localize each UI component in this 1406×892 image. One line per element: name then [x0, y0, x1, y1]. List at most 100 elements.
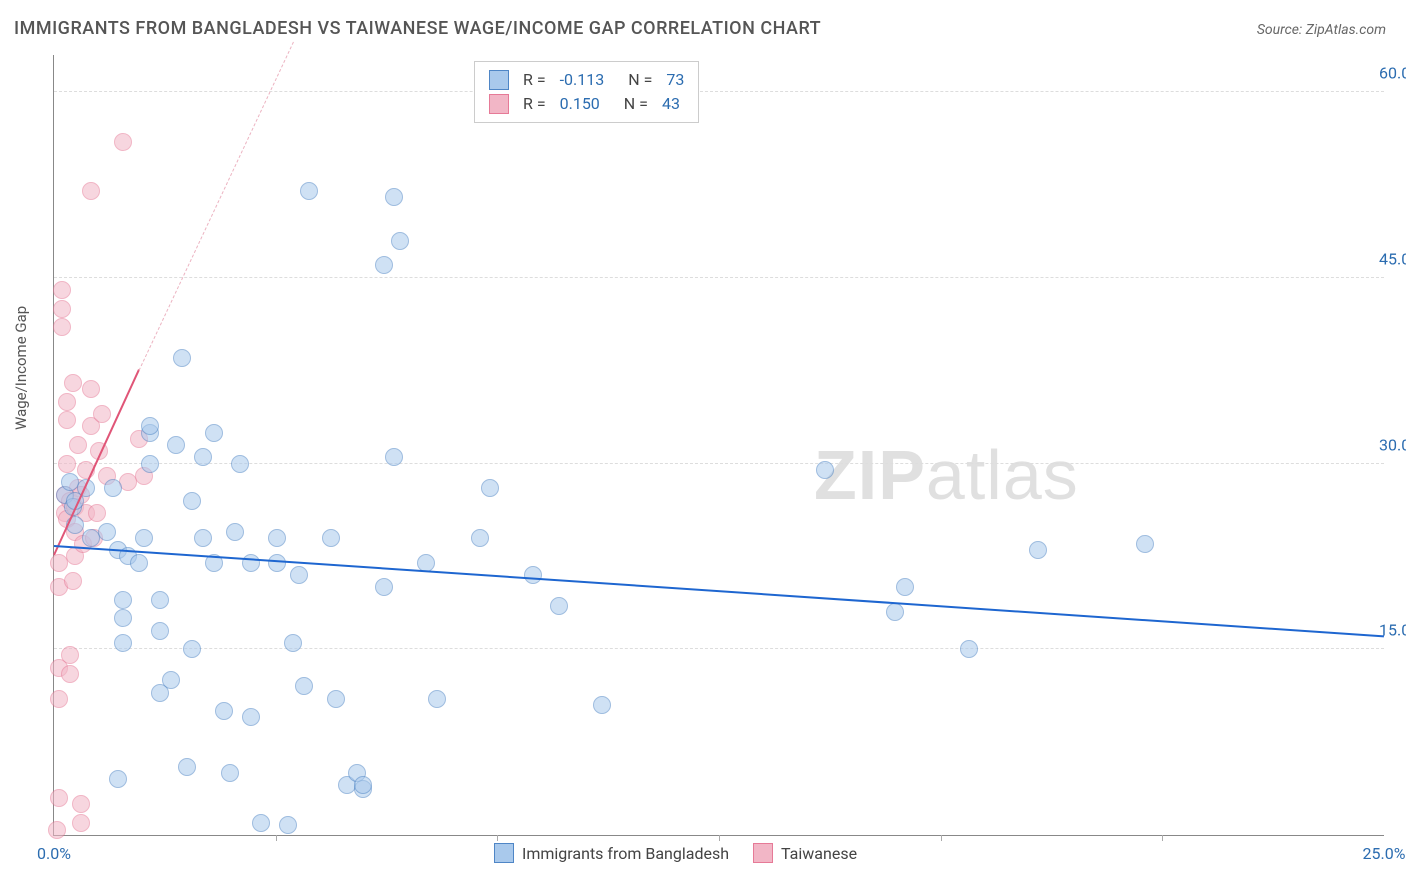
- legend-label: Immigrants from Bangladesh: [522, 844, 729, 863]
- data-point-taiwanese: [82, 380, 100, 398]
- data-point-bangladesh: [221, 764, 239, 782]
- data-point-taiwanese: [53, 300, 71, 318]
- stats-box: R = -0.113 N = 73R =0.150N =43: [474, 61, 699, 123]
- legend-item: Taiwanese: [753, 843, 857, 863]
- trend-line: [54, 545, 1384, 637]
- data-point-bangladesh: [295, 677, 313, 695]
- gridline-h: [54, 463, 1384, 464]
- data-point-bangladesh: [231, 455, 249, 473]
- legend-swatch: [753, 843, 773, 863]
- stats-row: R =0.150N =43: [489, 92, 684, 116]
- data-point-taiwanese: [88, 504, 106, 522]
- data-point-bangladesh: [284, 634, 302, 652]
- x-minor-tick: [497, 835, 498, 841]
- data-point-bangladesh: [162, 671, 180, 689]
- data-point-bangladesh: [391, 232, 409, 250]
- y-tick-label: 30.0%: [1379, 435, 1406, 454]
- data-point-bangladesh: [593, 696, 611, 714]
- data-point-bangladesh: [279, 816, 297, 834]
- gridline-h: [54, 277, 1384, 278]
- data-point-taiwanese: [58, 393, 76, 411]
- data-point-bangladesh: [816, 461, 834, 479]
- data-point-taiwanese: [69, 436, 87, 454]
- data-point-bangladesh: [290, 566, 308, 584]
- data-point-bangladesh: [242, 708, 260, 726]
- data-point-bangladesh: [183, 492, 201, 510]
- data-point-bangladesh: [896, 578, 914, 596]
- data-point-bangladesh: [178, 758, 196, 776]
- data-point-taiwanese: [53, 281, 71, 299]
- stats-row: R = -0.113 N = 73: [489, 68, 684, 92]
- legend-swatch: [489, 94, 509, 114]
- data-point-bangladesh: [375, 256, 393, 274]
- data-point-bangladesh: [1029, 541, 1047, 559]
- legend-swatch: [494, 843, 514, 863]
- data-point-taiwanese: [50, 690, 68, 708]
- legend-item: Immigrants from Bangladesh: [494, 843, 729, 863]
- legend-swatch: [489, 70, 509, 90]
- data-point-bangladesh: [130, 554, 148, 572]
- x-tick-label: 0.0%: [37, 844, 71, 863]
- r-value: 0.150: [560, 92, 600, 116]
- data-point-bangladesh: [385, 188, 403, 206]
- data-point-bangladesh: [385, 448, 403, 466]
- data-point-bangladesh: [375, 578, 393, 596]
- data-point-bangladesh: [252, 814, 270, 832]
- data-point-taiwanese: [58, 455, 76, 473]
- gridline-h: [54, 648, 1384, 649]
- x-minor-tick: [941, 835, 942, 841]
- data-point-taiwanese: [53, 318, 71, 336]
- data-point-bangladesh: [300, 182, 318, 200]
- data-point-bangladesh: [173, 349, 191, 367]
- data-point-bangladesh: [194, 448, 212, 466]
- data-point-bangladesh: [226, 523, 244, 541]
- gridline-h: [54, 91, 1384, 92]
- data-point-bangladesh: [550, 597, 568, 615]
- data-point-taiwanese: [48, 821, 66, 839]
- data-point-bangladesh: [886, 603, 904, 621]
- plot-area: ZIPatlas R =-0.113N =73R =0.150N =43 Imm…: [53, 55, 1384, 836]
- data-point-bangladesh: [481, 479, 499, 497]
- bottom-legend: Immigrants from Bangladesh Taiwanese: [494, 843, 857, 863]
- data-point-bangladesh: [322, 529, 340, 547]
- data-point-taiwanese: [72, 795, 90, 813]
- data-point-bangladesh: [242, 554, 260, 572]
- data-point-taiwanese: [61, 665, 79, 683]
- data-point-bangladesh: [151, 591, 169, 609]
- x-tick-label: 25.0%: [1363, 844, 1406, 863]
- data-point-bangladesh: [135, 529, 153, 547]
- r-value: -0.113: [560, 68, 605, 92]
- x-minor-tick: [1162, 835, 1163, 841]
- data-point-bangladesh: [109, 770, 127, 788]
- n-label: N =: [628, 68, 652, 92]
- x-minor-tick: [276, 835, 277, 841]
- data-point-bangladesh: [141, 455, 159, 473]
- data-point-bangladesh: [327, 690, 345, 708]
- data-point-taiwanese: [61, 646, 79, 664]
- data-point-bangladesh: [428, 690, 446, 708]
- data-point-taiwanese: [64, 374, 82, 392]
- data-point-bangladesh: [205, 424, 223, 442]
- data-point-bangladesh: [1136, 535, 1154, 553]
- data-point-bangladesh: [151, 622, 169, 640]
- data-point-bangladesh: [354, 776, 372, 794]
- data-point-bangladesh: [524, 566, 542, 584]
- n-value: 43: [662, 92, 680, 116]
- watermark: ZIPatlas: [814, 435, 1079, 515]
- y-tick-label: 45.0%: [1379, 249, 1406, 268]
- data-point-bangladesh: [471, 529, 489, 547]
- data-point-bangladesh: [114, 634, 132, 652]
- data-point-taiwanese: [114, 133, 132, 151]
- n-value: 73: [666, 68, 684, 92]
- r-label: R =: [523, 68, 546, 92]
- source-attribution: Source: ZipAtlas.com: [1257, 22, 1386, 38]
- data-point-taiwanese: [82, 182, 100, 200]
- x-minor-tick: [719, 835, 720, 841]
- y-tick-label: 60.0%: [1379, 64, 1406, 83]
- data-point-bangladesh: [98, 523, 116, 541]
- data-point-taiwanese: [93, 405, 111, 423]
- data-point-bangladesh: [104, 479, 122, 497]
- data-point-taiwanese: [64, 572, 82, 590]
- legend-label: Taiwanese: [781, 844, 857, 863]
- data-point-bangladesh: [215, 702, 233, 720]
